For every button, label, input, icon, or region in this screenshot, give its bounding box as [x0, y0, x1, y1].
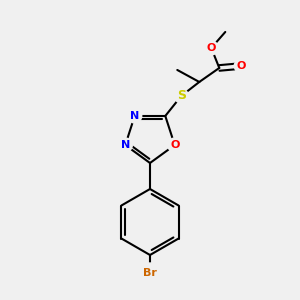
Circle shape [118, 138, 132, 152]
Circle shape [128, 109, 142, 123]
Text: N: N [130, 111, 139, 121]
Circle shape [168, 138, 182, 152]
Text: N: N [121, 140, 130, 150]
Circle shape [234, 59, 248, 73]
Text: Br: Br [143, 268, 157, 278]
Text: S: S [177, 89, 186, 103]
Text: O: O [237, 61, 246, 71]
Circle shape [140, 263, 160, 283]
Text: O: O [170, 140, 179, 150]
Text: O: O [207, 43, 216, 53]
Circle shape [174, 89, 188, 103]
Circle shape [204, 41, 218, 55]
